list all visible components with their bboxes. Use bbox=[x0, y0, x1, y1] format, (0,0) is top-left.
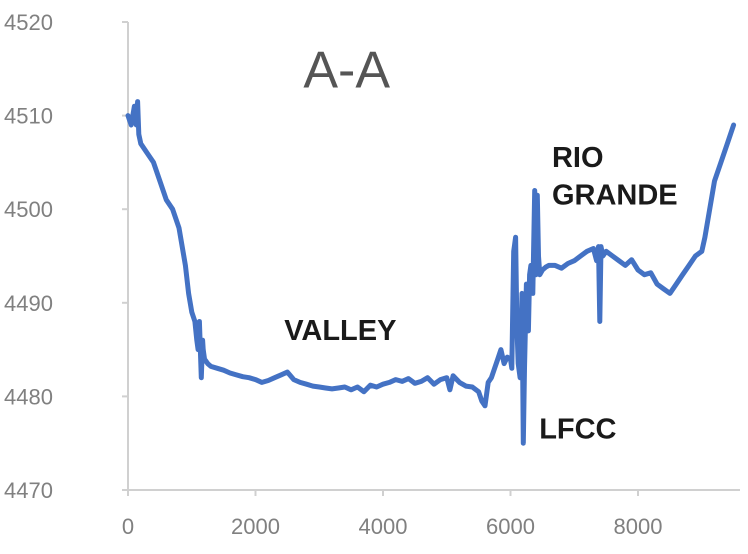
y-axis-ticks: 4470 4480 4490 4500 4510 4520 bbox=[4, 10, 128, 503]
x-tick-label: 2000 bbox=[231, 514, 280, 539]
y-tick-label: 4490 bbox=[4, 291, 53, 316]
x-tick-label: 8000 bbox=[614, 514, 663, 539]
x-axis-ticks: 0 2000 4000 6000 8000 bbox=[122, 490, 663, 539]
chart-title: A-A bbox=[303, 42, 390, 100]
axes-layer bbox=[127, 22, 740, 491]
y-tick-label: 4510 bbox=[4, 104, 53, 129]
annotation-label-lfcc: LFCC bbox=[539, 414, 616, 446]
y-tick-label: 4500 bbox=[4, 197, 53, 222]
x-tick-label: 6000 bbox=[486, 514, 535, 539]
y-tick-label: 4470 bbox=[4, 478, 53, 503]
annotation-label-valley: VALLEY bbox=[284, 315, 396, 347]
x-tick-label: 4000 bbox=[359, 514, 408, 539]
y-tick-label: 4520 bbox=[4, 10, 53, 35]
x-tick-label: 0 bbox=[122, 514, 134, 539]
annotation-label-grande: GRANDE bbox=[552, 180, 678, 212]
y-tick-label: 4480 bbox=[4, 384, 53, 409]
annotation-label-rio: RIO bbox=[552, 142, 604, 174]
series-line-elevation-profile bbox=[125, 99, 737, 446]
series-layer bbox=[125, 99, 737, 446]
annotation-layer: A-A RIO GRANDE VALLEY LFCC bbox=[284, 42, 677, 446]
